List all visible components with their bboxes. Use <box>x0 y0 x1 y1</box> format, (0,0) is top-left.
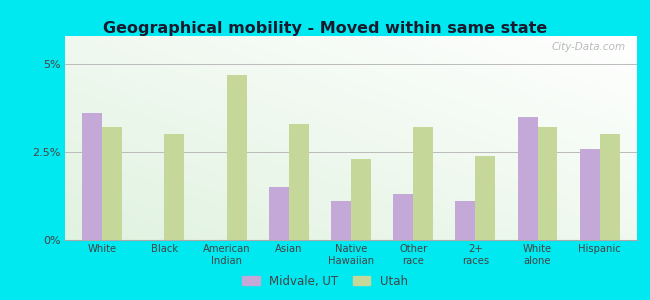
Bar <box>538 128 558 240</box>
Bar <box>456 201 475 240</box>
Bar <box>102 128 122 240</box>
Bar <box>600 134 619 240</box>
Bar <box>393 194 413 240</box>
Bar <box>164 134 185 240</box>
Legend: Midvale, UT, Utah: Midvale, UT, Utah <box>239 271 411 291</box>
Bar <box>331 201 351 240</box>
Text: City-Data.com: City-Data.com <box>551 42 625 52</box>
Bar <box>227 75 246 240</box>
Bar <box>517 117 538 240</box>
Bar <box>413 128 433 240</box>
Bar <box>475 156 495 240</box>
Bar <box>83 113 102 240</box>
Text: Geographical mobility - Moved within same state: Geographical mobility - Moved within sam… <box>103 21 547 36</box>
Bar <box>580 148 600 240</box>
Bar <box>269 187 289 240</box>
Bar <box>289 124 309 240</box>
Bar <box>351 159 371 240</box>
